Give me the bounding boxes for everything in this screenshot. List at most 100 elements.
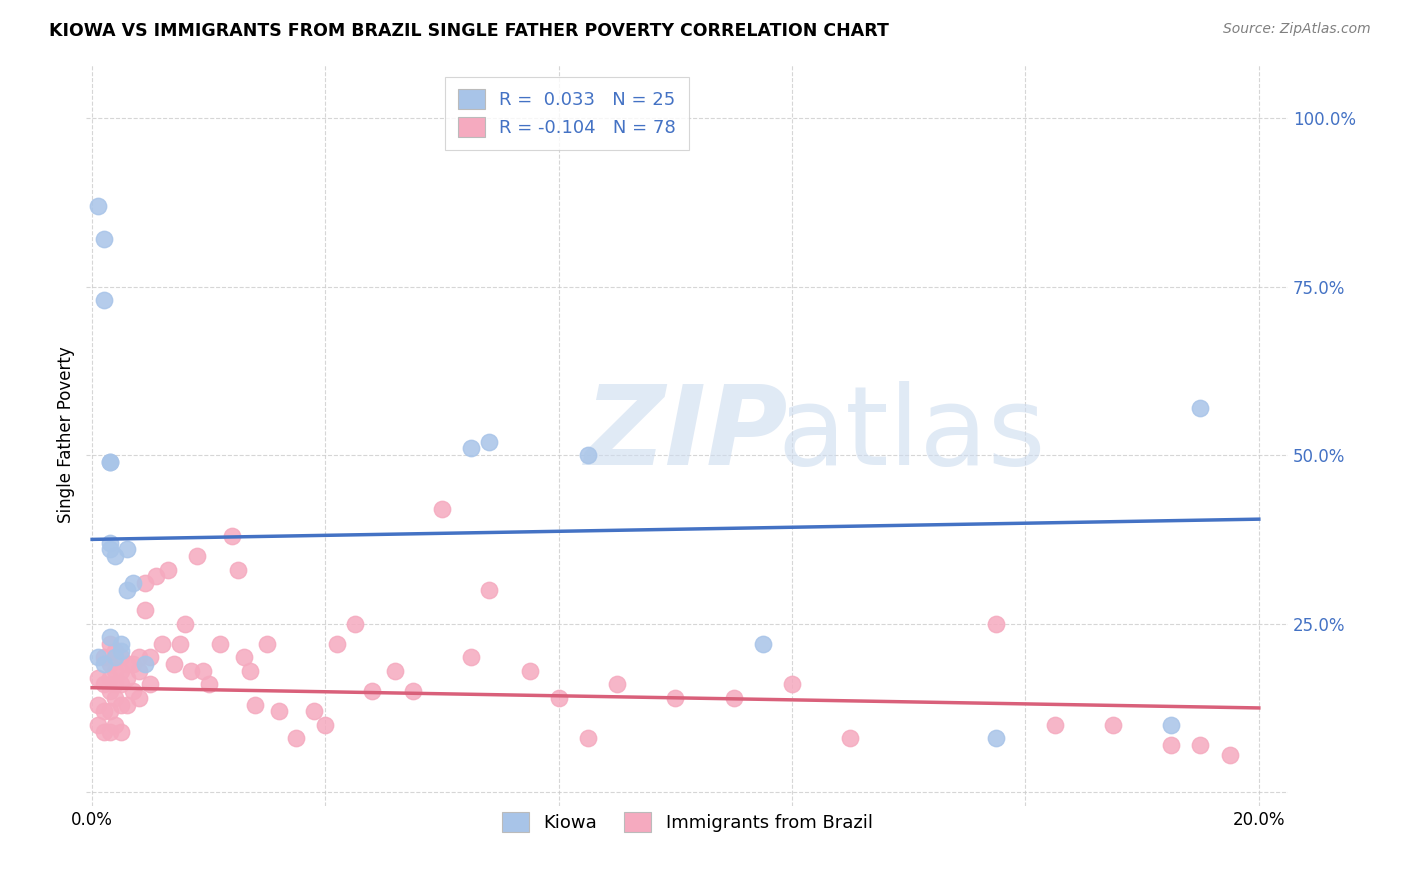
Point xyxy=(110,698,132,712)
Point xyxy=(1189,401,1212,415)
Point xyxy=(98,671,121,685)
Point xyxy=(104,549,127,564)
Point xyxy=(169,637,191,651)
Point xyxy=(104,690,127,705)
Point xyxy=(122,684,145,698)
Point xyxy=(128,650,150,665)
Point xyxy=(110,643,132,657)
Point xyxy=(780,677,803,691)
Point xyxy=(115,671,138,685)
Point xyxy=(93,657,115,672)
Point xyxy=(285,731,308,746)
Point xyxy=(163,657,186,672)
Point xyxy=(209,637,232,651)
Point xyxy=(576,731,599,746)
Point xyxy=(110,677,132,691)
Point xyxy=(314,718,336,732)
Point xyxy=(104,650,127,665)
Point xyxy=(110,637,132,651)
Point xyxy=(156,563,179,577)
Point xyxy=(1160,738,1182,752)
Point xyxy=(98,724,121,739)
Point xyxy=(226,563,249,577)
Point xyxy=(145,569,167,583)
Point xyxy=(1043,718,1066,732)
Point xyxy=(98,535,121,549)
Point xyxy=(402,684,425,698)
Text: Source: ZipAtlas.com: Source: ZipAtlas.com xyxy=(1223,22,1371,37)
Point xyxy=(139,650,162,665)
Point xyxy=(232,650,254,665)
Point xyxy=(93,677,115,691)
Point xyxy=(128,690,150,705)
Legend: Kiowa, Immigrants from Brazil: Kiowa, Immigrants from Brazil xyxy=(489,800,886,845)
Point xyxy=(98,542,121,557)
Point xyxy=(115,582,138,597)
Point xyxy=(87,650,110,665)
Point xyxy=(1189,738,1212,752)
Point xyxy=(186,549,208,564)
Point xyxy=(986,731,1008,746)
Point xyxy=(104,643,127,657)
Point xyxy=(191,664,214,678)
Point xyxy=(256,637,278,651)
Point xyxy=(547,690,569,705)
Point xyxy=(134,657,156,672)
Point xyxy=(115,657,138,672)
Point xyxy=(122,576,145,591)
Point xyxy=(110,724,132,739)
Text: ZIP: ZIP xyxy=(585,382,789,489)
Point xyxy=(1219,748,1241,763)
Point xyxy=(343,616,366,631)
Point xyxy=(128,664,150,678)
Point xyxy=(664,690,686,705)
Point xyxy=(93,232,115,246)
Point xyxy=(239,664,262,678)
Point xyxy=(87,671,110,685)
Point xyxy=(93,724,115,739)
Point xyxy=(104,718,127,732)
Point xyxy=(87,698,110,712)
Point xyxy=(1160,718,1182,732)
Point xyxy=(986,616,1008,631)
Point xyxy=(384,664,406,678)
Point xyxy=(478,434,501,449)
Point xyxy=(98,630,121,644)
Point xyxy=(93,293,115,307)
Point xyxy=(115,698,138,712)
Point xyxy=(198,677,221,691)
Point xyxy=(723,690,745,705)
Point xyxy=(93,650,115,665)
Point xyxy=(839,731,862,746)
Point xyxy=(87,718,110,732)
Point xyxy=(98,684,121,698)
Point xyxy=(302,704,325,718)
Point xyxy=(134,576,156,591)
Point xyxy=(245,698,267,712)
Point xyxy=(460,442,482,456)
Point xyxy=(115,542,138,557)
Point xyxy=(576,448,599,462)
Text: atlas: atlas xyxy=(778,382,1046,489)
Point xyxy=(460,650,482,665)
Point xyxy=(267,704,290,718)
Point xyxy=(134,603,156,617)
Point xyxy=(87,199,110,213)
Point xyxy=(519,664,541,678)
Point xyxy=(98,455,121,469)
Point xyxy=(110,650,132,665)
Point xyxy=(98,657,121,672)
Point xyxy=(752,637,775,651)
Point xyxy=(104,677,127,691)
Point xyxy=(150,637,173,651)
Point xyxy=(326,637,349,651)
Point xyxy=(430,502,453,516)
Point xyxy=(180,664,202,678)
Point xyxy=(139,677,162,691)
Point xyxy=(606,677,628,691)
Point xyxy=(110,664,132,678)
Y-axis label: Single Father Poverty: Single Father Poverty xyxy=(58,346,75,524)
Point xyxy=(98,455,121,469)
Point xyxy=(98,637,121,651)
Point xyxy=(98,704,121,718)
